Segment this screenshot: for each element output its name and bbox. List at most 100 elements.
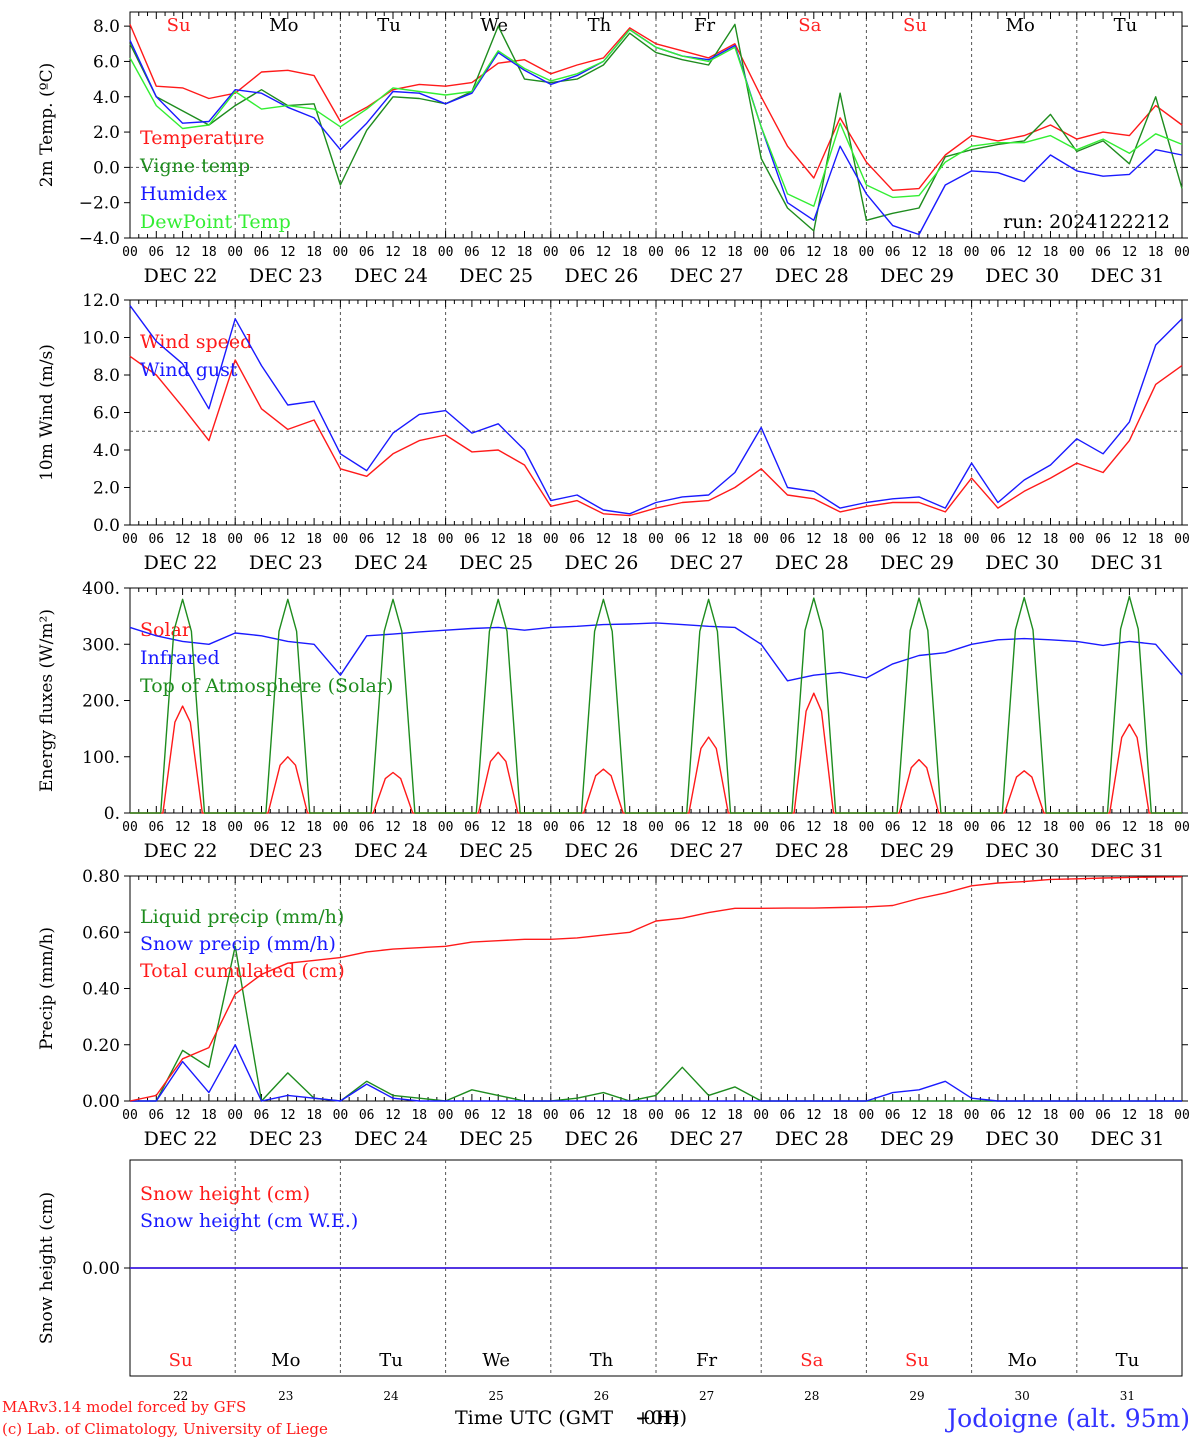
hour-tick-label: 06 — [1095, 1108, 1111, 1123]
hour-tick-label: 06 — [254, 532, 270, 547]
y-tick-label: 6.0 — [93, 404, 120, 424]
panel-4: 0.80 0.60 0.40 0.20 0.00 Precip (mm/h) 00 06 12 1… — [37, 867, 1190, 1150]
date-label: DEC 26 — [564, 552, 638, 574]
hour-tick-label: 06 — [674, 245, 690, 260]
hour-tick-label: 00 — [333, 1108, 349, 1123]
legend-label: DewPoint Temp — [140, 211, 291, 233]
weekday-label: Tu — [1114, 15, 1138, 36]
hour-tick-label: 12 — [806, 1108, 822, 1123]
hour-tick-label: 12 — [1122, 532, 1138, 547]
day-number-label: 23 — [278, 1389, 293, 1403]
hour-tick-label: 00 — [227, 1108, 243, 1123]
weekday-label: Sa — [798, 15, 821, 36]
hour-tick-label: 18 — [306, 820, 322, 835]
weekday-label: Th — [588, 15, 612, 36]
hour-tick-label: 12 — [1016, 245, 1032, 260]
date-label: DEC 31 — [1090, 1128, 1164, 1150]
weekday-label: Su — [905, 1350, 929, 1371]
series-line-red — [129, 24, 1183, 192]
hour-tick-label: 00 — [648, 532, 664, 547]
hour-tick-label: 18 — [937, 820, 953, 835]
hour-tick-label: 18 — [622, 820, 638, 835]
date-label: DEC 27 — [670, 1128, 744, 1150]
hour-tick-label: 00 — [1174, 245, 1190, 260]
y-tick-label: 10.0 — [82, 329, 120, 349]
hour-tick-label: 12 — [806, 820, 822, 835]
hour-tick-label: 18 — [832, 245, 848, 260]
run-annotation: run: 2024122212 — [1003, 211, 1170, 233]
hour-tick-label: 00 — [648, 820, 664, 835]
hour-tick-label: 12 — [490, 1108, 506, 1123]
hour-tick-label: 12 — [596, 820, 612, 835]
date-label: DEC 28 — [775, 552, 849, 574]
hour-tick-label: 00 — [859, 532, 875, 547]
date-label: DEC 29 — [880, 552, 954, 574]
y-tick-label: 8.0 — [93, 366, 120, 386]
weekday-label: Fr — [694, 15, 715, 36]
date-label: DEC 24 — [354, 840, 428, 862]
hour-tick-label: 06 — [464, 1108, 480, 1123]
hour-tick-label: 18 — [1043, 532, 1059, 547]
hour-tick-label: 06 — [569, 820, 585, 835]
hour-tick-label: 12 — [911, 532, 927, 547]
hour-tick-label: 12 — [701, 532, 717, 547]
date-label: DEC 26 — [564, 1128, 638, 1150]
hour-tick-label: 00 — [964, 1108, 980, 1123]
y-tick-label: 100. — [82, 748, 120, 768]
hour-tick-label: 12 — [911, 245, 927, 260]
hour-tick-label: 00 — [964, 245, 980, 260]
date-label: DEC 29 — [880, 840, 954, 862]
hour-tick-label: 18 — [1148, 820, 1164, 835]
hour-tick-label: 18 — [1148, 532, 1164, 547]
y-tick-label: 0.80 — [82, 867, 120, 887]
date-label: DEC 23 — [249, 840, 323, 862]
location-label: Jodoigne (alt. 95m) — [944, 1404, 1190, 1433]
hour-tick-label: 06 — [359, 820, 375, 835]
weekday-label: Su — [903, 15, 927, 36]
hour-tick-label: 12 — [175, 532, 191, 547]
hour-tick-label: 00 — [543, 532, 559, 547]
hour-tick-label: 00 — [543, 1108, 559, 1123]
date-label: DEC 31 — [1090, 265, 1164, 287]
series-line-blue — [129, 622, 1183, 682]
date-label: DEC 27 — [670, 265, 744, 287]
hour-tick-label: 06 — [1095, 820, 1111, 835]
hour-tick-label: 06 — [569, 532, 585, 547]
legend-label: Wind gust — [140, 359, 238, 381]
hour-tick-label: 18 — [727, 245, 743, 260]
x-axis-title-overlap: -0H) — [637, 1407, 680, 1429]
panel-2: 12.0 10.0 8.0 6.0 4.0 2.0 0.0 10m Wind (m/s) 00 0… — [37, 291, 1190, 574]
hour-tick-label: 00 — [438, 820, 454, 835]
date-label: DEC 22 — [144, 552, 218, 574]
hour-tick-label: 12 — [596, 532, 612, 547]
weekday-label: Su — [169, 1350, 193, 1371]
hour-tick-label: 12 — [280, 1108, 296, 1123]
hour-tick-label: 12 — [1122, 245, 1138, 260]
hour-tick-label: 00 — [333, 245, 349, 260]
y-tick-label: −2.0 — [79, 194, 120, 214]
hour-tick-label: 12 — [1122, 820, 1138, 835]
y-tick-label: −4.0 — [79, 229, 120, 249]
hour-tick-label: 12 — [490, 245, 506, 260]
hour-tick-label: 12 — [806, 245, 822, 260]
hour-tick-label: 12 — [1016, 820, 1032, 835]
legend-label: Top of Atmosphere (Solar) — [140, 675, 393, 697]
hour-tick-label: 06 — [1095, 532, 1111, 547]
y-tick-label: 0.60 — [82, 923, 120, 943]
legend-label: Humidex — [140, 183, 227, 205]
legend-label: Solar — [140, 619, 192, 641]
hour-tick-label: 06 — [359, 245, 375, 260]
hour-tick-label: 18 — [622, 532, 638, 547]
date-label: DEC 23 — [249, 265, 323, 287]
y-axis-title: Energy fluxes (W/m²) — [37, 609, 57, 792]
date-label: DEC 22 — [144, 840, 218, 862]
hour-tick-label: 12 — [385, 245, 401, 260]
date-label: DEC 23 — [249, 552, 323, 574]
hour-tick-label: 00 — [1069, 245, 1085, 260]
day-number-label: 29 — [909, 1389, 924, 1403]
y-tick-label: 0.40 — [82, 980, 120, 1000]
hour-tick-label: 06 — [885, 245, 901, 260]
weekday-label: Tu — [1116, 1350, 1140, 1371]
hour-tick-label: 12 — [911, 1108, 927, 1123]
